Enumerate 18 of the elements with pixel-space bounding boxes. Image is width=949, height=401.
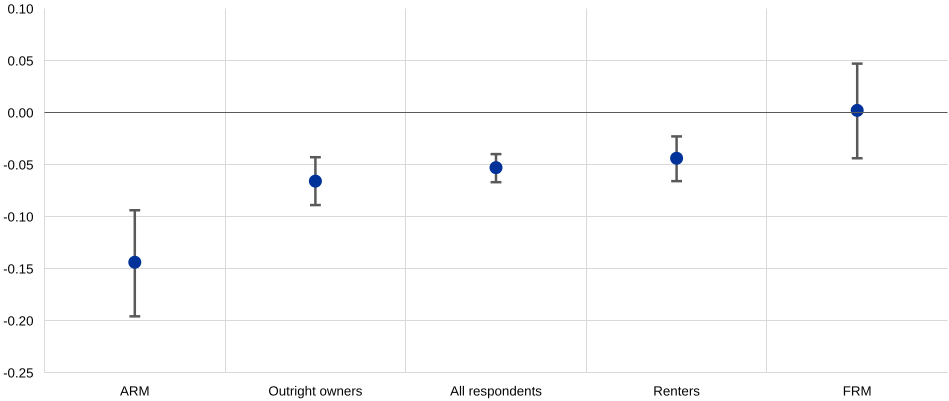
y-tick-label: -0.20 [3,314,34,328]
point [670,152,684,165]
y-tick-label: -0.15 [3,262,34,276]
x-tick-label: All respondents [450,384,542,398]
y-tick-label: -0.25 [3,366,34,380]
x-tick-label: ARM [120,384,150,398]
x-tick-label: FRM [842,384,872,398]
point [490,161,502,174]
point [128,256,142,269]
x-tick-label: Renters [653,384,700,398]
x-tick-label: Outright owners [268,384,363,398]
point [308,174,322,188]
y-tick-label: 0.10 [8,2,34,16]
y-tick-label: -0.05 [3,158,34,172]
y-tick-label: 0.05 [8,54,34,68]
y-tick-label: 0.00 [8,106,34,120]
point [850,104,864,117]
y-tick-label: -0.10 [3,210,34,224]
